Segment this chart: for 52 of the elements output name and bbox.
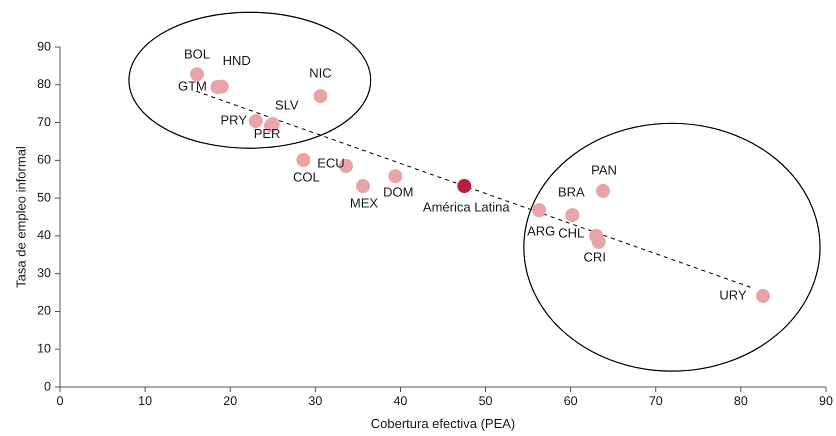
point [592,234,606,249]
series-label: DOM [383,184,414,200]
series-label: MEX [350,195,378,210]
point [356,179,370,194]
x-tick-label: 70 [648,394,663,408]
y-tick-label: 70 [37,114,52,129]
y-tick-label: 90 [37,39,52,54]
series-label: SLV [274,98,299,113]
series-label: PER [254,126,280,142]
y-axis-title: Tasa de empleo informal [13,146,28,288]
x-tick-label: 90 [819,394,833,408]
series-label: CRI [584,249,606,264]
series-label: COL [293,169,320,184]
point [596,184,610,198]
point [296,152,310,167]
x-tick-label: 0 [56,394,64,408]
y-tick-label: 20 [37,304,52,318]
series-label: América Latina [422,199,510,214]
x-tick-label: 40 [393,394,408,408]
x-tick-label: 20 [223,394,238,408]
point [565,208,580,222]
y-tick-label: 50 [37,190,52,204]
x-tick-label: 30 [308,394,322,408]
y-tick-label: 10 [37,342,52,356]
series-label: HND [222,53,251,68]
y-tick-label: 0 [44,379,52,394]
series-label: NIC [309,66,332,81]
series-label: PRY [220,112,248,128]
point [313,89,328,104]
x-axis-title: Cobertura efectiva (PEA) [370,416,516,431]
series-label: GTM [178,78,207,94]
x-tick-label: 80 [734,394,748,408]
series-label: URY [719,287,747,302]
series-label: PAN [591,162,617,178]
point [756,288,770,303]
x-tick-label: 50 [478,394,493,408]
point [457,179,472,194]
point [532,203,546,218]
y-tick-label: 80 [37,77,52,92]
x-tick-label: 10 [138,394,152,408]
series-label: CHL [558,225,584,240]
point [190,67,204,82]
series-label: BRA [558,184,586,200]
point [388,169,402,184]
point [248,114,263,128]
series-label: ARG [527,224,556,239]
x-tick-label: 60 [564,394,578,408]
series-label: BOL [184,46,210,62]
y-tick-label: 30 [37,266,52,280]
series-label: ECU [317,155,345,170]
y-tick-label: 40 [37,228,52,242]
y-tick-label: 60 [37,152,52,167]
